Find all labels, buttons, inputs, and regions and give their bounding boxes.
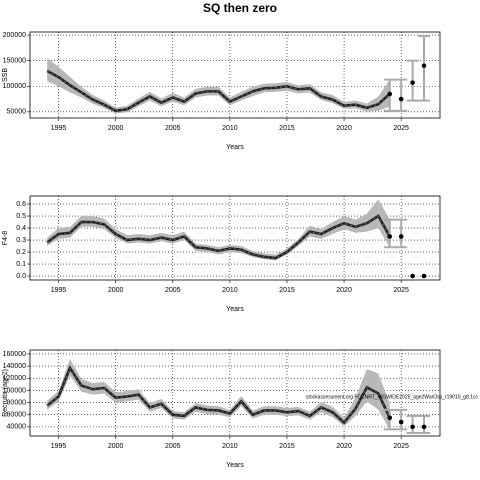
- projection-point: [398, 96, 404, 102]
- confidence-band: [355, 213, 367, 233]
- x-tick-label: 2020: [336, 287, 352, 294]
- x-tick-label: 2020: [336, 443, 352, 450]
- projection-point: [387, 415, 393, 421]
- projection-point: [410, 273, 415, 279]
- x-tick-label: 2010: [222, 443, 238, 450]
- x-axis-label: Years: [226, 306, 244, 313]
- page-title: SQ then zero: [203, 1, 277, 15]
- y-tick-label: 0.2: [16, 249, 26, 256]
- x-tick-label: 2015: [279, 125, 295, 132]
- y-tick-label: 0.1: [16, 261, 26, 268]
- y-tick-label: 140000: [3, 363, 26, 370]
- projection-point: [410, 80, 415, 85]
- y-axis-label: F4-8: [2, 231, 9, 246]
- x-tick-label: 2000: [108, 443, 124, 450]
- x-tick-label: 2000: [108, 125, 124, 132]
- y-tick-label: 200000: [3, 32, 26, 39]
- x-tick-label: 2005: [165, 125, 181, 132]
- confidence-band: [366, 199, 379, 232]
- y-tick-label: 80000: [7, 399, 27, 406]
- y-axis-label: Recruits (age2): [2, 369, 9, 417]
- confidence-band: [378, 373, 390, 430]
- projection-point: [398, 419, 404, 425]
- confidence-band: [47, 58, 59, 87]
- x-axis-label: Years: [226, 462, 244, 469]
- estimate-line-dash: [46, 215, 391, 259]
- y-tick-label: 50000: [7, 109, 27, 116]
- y-tick-label: 160000: [3, 351, 26, 358]
- y-tick-label: 150000: [3, 58, 26, 65]
- plot-frame: [29, 31, 441, 119]
- projection-point: [421, 273, 427, 279]
- x-tick-label: 2025: [393, 443, 409, 450]
- y-tick-label: 40000: [7, 424, 27, 431]
- x-tick-label: 2025: [393, 125, 409, 132]
- projection-point: [398, 234, 404, 239]
- y-tick-label: 120000: [3, 375, 26, 382]
- confidence-band: [69, 77, 82, 98]
- x-tick-label: 1995: [51, 125, 67, 132]
- y-axis-label: SSB: [2, 68, 9, 82]
- y-tick-label: 0.6: [16, 201, 26, 208]
- y-tick-label: 100000: [3, 83, 26, 90]
- estimate-line-dash: [46, 70, 391, 112]
- y-tick-label: 0.4: [16, 225, 26, 232]
- projection-point: [421, 424, 427, 430]
- x-axis-label: Years: [226, 144, 244, 151]
- x-tick-label: 2005: [165, 443, 181, 450]
- x-tick-label: 1995: [51, 287, 67, 294]
- x-tick-label: 1995: [51, 443, 67, 450]
- annotation: stockassessment.org FCCNRT_WGWIDE2025_ag…: [306, 394, 479, 400]
- x-tick-label: 2015: [279, 443, 295, 450]
- x-tick-label: 2015: [279, 287, 295, 294]
- projection-point: [387, 234, 393, 239]
- confidence-band: [378, 199, 390, 248]
- projection-point: [387, 91, 393, 97]
- x-tick-label: 2000: [108, 287, 124, 294]
- estimate-line-dash: [46, 367, 391, 424]
- y-tick-label: 0.3: [16, 237, 26, 244]
- x-tick-label: 2010: [222, 125, 238, 132]
- x-tick-label: 2020: [336, 125, 352, 132]
- plot-frame: [29, 349, 441, 437]
- plot-frame: [29, 195, 441, 281]
- x-tick-label: 2025: [393, 287, 409, 294]
- y-tick-label: 60000: [7, 412, 27, 419]
- x-tick-label: 2010: [222, 287, 238, 294]
- y-tick-label: 0.5: [16, 213, 26, 220]
- projection-point: [410, 424, 415, 430]
- x-tick-label: 2005: [165, 287, 181, 294]
- y-tick-label: 100000: [3, 387, 26, 394]
- y-tick-label: 0.0: [16, 273, 26, 280]
- projection-point: [421, 63, 427, 69]
